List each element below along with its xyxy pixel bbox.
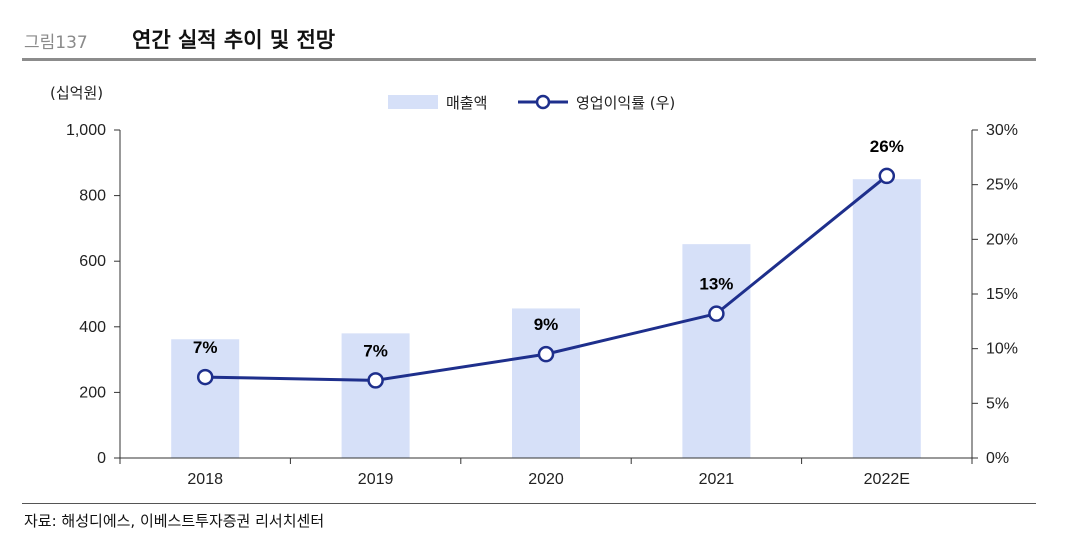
margin-point-2021 (708, 305, 725, 322)
y-left-tick-label: 0 (97, 450, 106, 467)
y-left-tick-label: 200 (79, 384, 106, 401)
x-tick-label: 2018 (187, 471, 223, 488)
bar-2021 (682, 244, 751, 458)
margin-label-2022E: 26% (870, 137, 904, 156)
y-right-tick-label: 30% (986, 122, 1018, 139)
x-tick-label: 2020 (528, 471, 564, 488)
legend-bar-label: 매출액 (446, 94, 487, 112)
legend-bar-swatch (388, 95, 438, 109)
x-tick-label: 2021 (699, 471, 735, 488)
x-tick-label: 2019 (358, 471, 394, 488)
legend: 매출액 영업이익률 (우) (388, 94, 675, 112)
figure-label: 그림137 (24, 33, 88, 53)
chart-title: 연간 실적 추이 및 전망 (132, 28, 336, 52)
y-left-tick-label: 400 (79, 319, 106, 336)
margin-point-2022E (878, 167, 896, 185)
bar-2018 (171, 339, 240, 458)
margin-label-2021: 13% (699, 275, 733, 294)
margin-point-2020 (537, 345, 555, 363)
margin-label-2019: 7% (363, 341, 388, 360)
bar-2019 (341, 333, 410, 458)
line-layer: 7% 7% 9% 13% 26% (193, 137, 904, 389)
margin-point-2018 (196, 368, 214, 386)
y-right-tick-label: 0% (986, 450, 1009, 467)
y-right-tick-label: 10% (986, 341, 1018, 358)
y-right-tick-label: 25% (986, 177, 1018, 194)
y-right-tick-label: 5% (986, 395, 1009, 412)
axes-layer: 0 200 400 600 800 1,000 0% 5% 10% 15% 20% 25% 30% 201… (66, 122, 1018, 488)
margin-point-2019 (367, 372, 384, 389)
margin-label-2020: 9% (534, 315, 559, 334)
title-divider (22, 58, 1036, 61)
bar-2020 (512, 308, 580, 458)
x-tick-label: 2022E (864, 471, 910, 488)
margin-label-2018: 7% (193, 338, 218, 357)
y-left-tick-label: 1,000 (66, 122, 106, 139)
bar-2022E (852, 179, 921, 458)
y-right-tick-label: 15% (986, 286, 1018, 303)
legend-line-label: 영업이익률 (우) (576, 94, 675, 112)
bars-layer (171, 179, 921, 458)
source-note: 자료: 해성디에스, 이베스트투자증권 리서치센터 (24, 512, 325, 530)
y-left-tick-label: 600 (79, 253, 106, 270)
legend-line-marker (535, 94, 551, 110)
y-left-tick-label: 800 (79, 188, 106, 205)
y-unit-label: (십억원) (50, 84, 103, 102)
source-divider (22, 503, 1036, 504)
y-right-tick-label: 20% (986, 231, 1018, 248)
